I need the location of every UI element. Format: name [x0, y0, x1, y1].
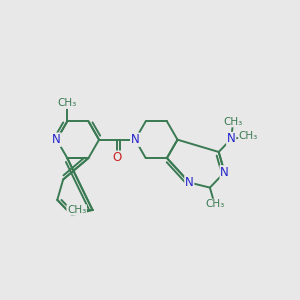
- Text: N: N: [220, 166, 229, 179]
- Text: CH₃: CH₃: [67, 205, 86, 215]
- Text: O: O: [112, 151, 122, 164]
- Text: N: N: [185, 176, 194, 189]
- Text: CH₃: CH₃: [224, 117, 243, 127]
- Text: N: N: [131, 133, 140, 146]
- Text: N: N: [52, 133, 61, 146]
- Text: CH₃: CH₃: [205, 199, 224, 209]
- Text: N: N: [227, 133, 236, 146]
- Text: CH₃: CH₃: [239, 131, 258, 141]
- Text: CH₃: CH₃: [58, 98, 77, 108]
